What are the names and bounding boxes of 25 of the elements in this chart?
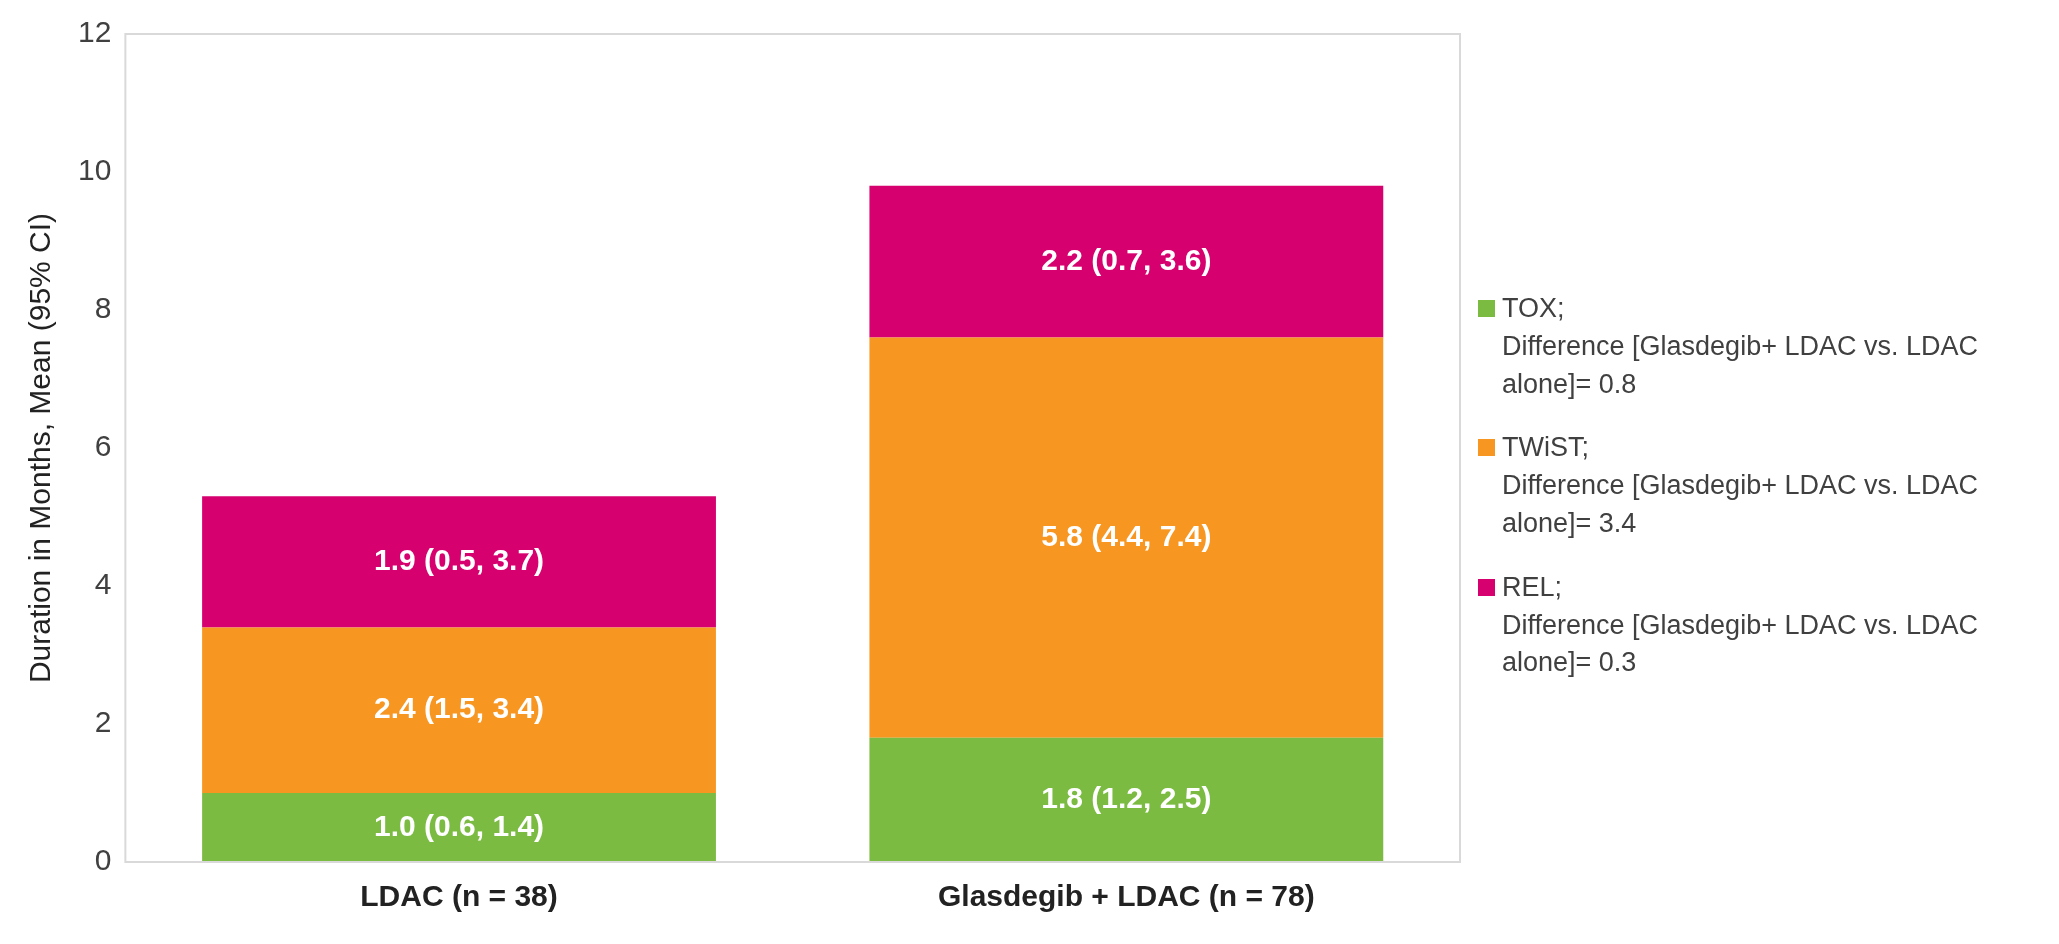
x-tick-label: LDAC (n = 38) bbox=[360, 879, 558, 913]
legend-label: TOX; Difference [Glasdegib+ LDAC vs. LDAC alone]= 0.8 bbox=[1501, 292, 1979, 401]
bar bbox=[202, 496, 716, 628]
y-tick-label: 6 bbox=[94, 429, 112, 463]
bar bbox=[869, 185, 1384, 338]
y-tick-label: 8 bbox=[94, 291, 112, 325]
bar bbox=[869, 737, 1384, 862]
x-tick-label: Glasdegib + LDAC (n = 78) bbox=[937, 879, 1315, 913]
legend-label: TWiST; Difference [Glasdegib+ LDAC vs. LDAC alone]= 3.4 bbox=[1501, 431, 1979, 540]
data-label: 1.0 (0.6, 1.4) bbox=[373, 808, 545, 842]
legend-label: REL; Difference [Glasdegib+ LDAC vs. LDAC alone]= 0.3 bbox=[1501, 570, 1979, 680]
data-label: 1.8 (1.2, 2.5) bbox=[1041, 781, 1212, 815]
bar bbox=[202, 793, 716, 862]
data-label: 1.9 (0.5, 3.7) bbox=[373, 543, 545, 577]
data-label: 2.2 (0.7, 3.6) bbox=[1041, 242, 1212, 276]
bar bbox=[869, 337, 1384, 738]
y-tick-label: 4 bbox=[94, 567, 112, 601]
data-label: 2.4 (1.5, 3.4) bbox=[373, 691, 545, 725]
data-label: 5.8 (4.4, 7.4) bbox=[1041, 518, 1212, 552]
y-axis-title: Duration in Months, Mean (95% CI) bbox=[23, 212, 57, 684]
y-tick-label: 12 bbox=[77, 15, 112, 49]
y-tick-label: 10 bbox=[77, 153, 112, 187]
y-tick-label: 2 bbox=[94, 705, 112, 739]
y-tick-label: 0 bbox=[94, 843, 112, 877]
bar bbox=[202, 627, 716, 793]
